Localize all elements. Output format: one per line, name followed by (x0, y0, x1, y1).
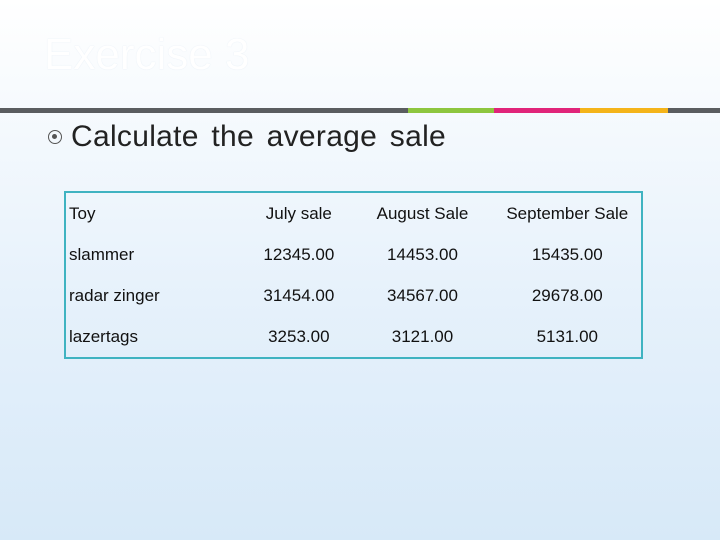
accent-rule-segment (580, 108, 668, 113)
accent-rule-segment (668, 108, 720, 113)
toy-name-cell: radar zinger (69, 285, 160, 305)
september-sale-cell: 5131.00 (536, 326, 599, 346)
table-row: radar zinger 31454.00 34567.00 29678.00 (65, 275, 642, 316)
september-sale-cell: 29678.00 (531, 285, 603, 305)
table-header-row: Toy July sale August Sale September Sale (65, 192, 642, 234)
july-sale-cell: 3253.00 (268, 326, 330, 346)
toy-name-cell: lazertags (69, 326, 138, 346)
slide-title: Exercise 3 (44, 30, 250, 79)
header-july-sale: July sale (265, 203, 332, 223)
august-sale-cell: 14453.00 (387, 244, 458, 264)
header-september-sale: September Sale (506, 203, 629, 223)
accent-rule-segment (0, 108, 408, 113)
accent-rule-segment (494, 108, 580, 113)
bullet-point: Calculate the average sale (48, 120, 446, 154)
toy-name-cell: slammer (69, 244, 135, 264)
accent-rule-segment (408, 108, 494, 113)
table-row: lazertags 3253.00 3121.00 5131.00 (65, 316, 642, 358)
table-row: slammer 12345.00 14453.00 15435.00 (65, 234, 642, 275)
header-toy: Toy (69, 203, 96, 223)
sales-table: Toy July sale August Sale September Sale… (64, 191, 643, 359)
august-sale-cell: 34567.00 (387, 285, 458, 305)
july-sale-cell: 31454.00 (263, 285, 335, 305)
bullet-circle-icon (48, 130, 62, 144)
header-august-sale: August Sale (376, 203, 469, 223)
bullet-text: Calculate the average sale (71, 120, 447, 153)
september-sale-cell: 15435.00 (531, 244, 603, 264)
july-sale-cell: 12345.00 (263, 244, 335, 264)
august-sale-cell: 3121.00 (391, 326, 454, 346)
